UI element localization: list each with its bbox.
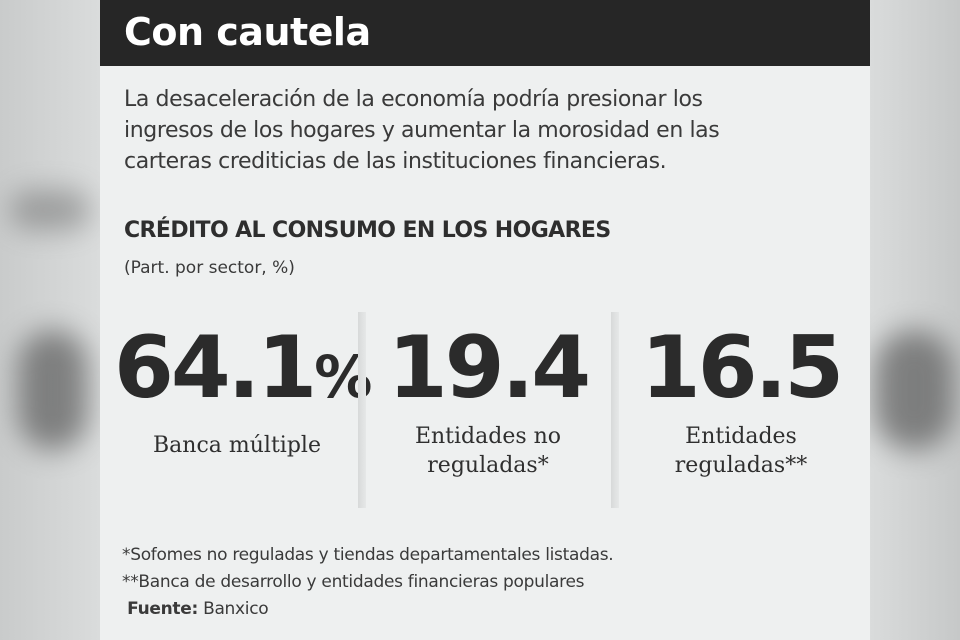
header-bar: Con cautela	[100, 0, 870, 66]
intro-line: La desaceleración de la economía podría …	[124, 87, 703, 112]
infographic-card: Con cautela La desaceleración de la econ…	[100, 0, 870, 640]
footnote-1: *Sofomes no reguladas y tiendas departam…	[122, 545, 614, 565]
source-line: Fuente: Banxico	[122, 596, 842, 623]
stat-entidades-reguladas: 16.5 Entidades reguladas**	[621, 320, 861, 480]
divider	[358, 312, 366, 508]
stat-label: Banca múltiple	[153, 433, 321, 458]
source-label: Fuente:	[127, 599, 198, 619]
stat-banca-multiple: 64.1% Banca múltiple	[114, 318, 372, 460]
page-title: Con cautela	[124, 10, 371, 54]
footnotes: *Sofomes no reguladas y tiendas departam…	[122, 542, 842, 623]
background-right	[868, 0, 960, 640]
intro-line: ingresos de los hogares y aumentar la mo…	[124, 118, 720, 143]
divider	[611, 312, 619, 508]
chart-subtitle: (Part. por sector, %)	[124, 258, 295, 278]
stat-entidades-no-reguladas: 19.4 Entidades no reguladas*	[368, 320, 608, 480]
intro-text: La desaceleración de la economía podría …	[124, 84, 844, 177]
intro-line: carteras crediticias de las institucione…	[124, 149, 667, 174]
stat-value: 16.5	[640, 318, 844, 418]
stat-value: 64.1%	[114, 318, 372, 418]
chart-title: CRÉDITO AL CONSUMO EN LOS HOGARES	[124, 218, 611, 243]
stat-label: Entidades no reguladas*	[414, 424, 562, 478]
stat-label: Entidades reguladas**	[674, 424, 808, 478]
stat-value: 19.4	[387, 318, 591, 418]
footnote-2: **Banca de desarrollo y entidades financ…	[122, 572, 585, 592]
source-value: Banxico	[203, 599, 269, 619]
background-left	[0, 0, 100, 640]
